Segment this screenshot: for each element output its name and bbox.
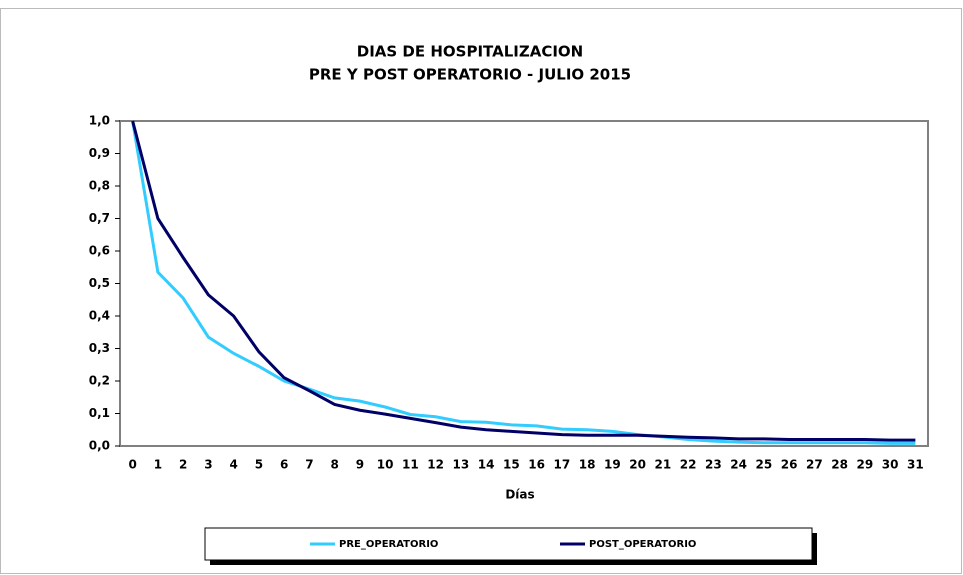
legend-label: PRE_OPERATORIO: [339, 539, 438, 550]
x-tick-label: 15: [503, 458, 520, 472]
x-tick-label: 10: [377, 458, 394, 472]
chart-subtitle: PRE Y POST OPERATORIO - JULIO 2015: [309, 66, 631, 84]
y-tick-label: 0,7: [89, 211, 110, 225]
x-tick-label: 0: [128, 458, 136, 472]
y-tick-label: 0,1: [89, 406, 110, 420]
x-tick-label: 18: [579, 458, 596, 472]
x-tick-label: 28: [831, 458, 848, 472]
x-tick-label: 1: [154, 458, 162, 472]
line-series: [131, 120, 916, 442]
y-tick-label: 0,8: [89, 179, 110, 193]
legend-label: POST_OPERATORIO: [589, 539, 696, 550]
x-tick-label: 13: [453, 458, 470, 472]
y-tick-label: 0,9: [89, 146, 110, 160]
x-tick-label: 3: [204, 458, 212, 472]
line-series: [131, 120, 916, 445]
x-tick-label: 7: [305, 458, 313, 472]
x-tick-label: 23: [705, 458, 722, 472]
y-tick-label: 0,6: [89, 244, 110, 258]
x-tick-label: 6: [280, 458, 288, 472]
x-tick-label: 11: [402, 458, 419, 472]
y-tick-label: 0,0: [89, 439, 110, 453]
x-tick-label: 8: [330, 458, 338, 472]
plot-area: [119, 120, 929, 447]
y-tick-label: 0,5: [89, 276, 110, 290]
x-tick-label: 24: [730, 458, 747, 472]
x-tick-label: 27: [806, 458, 823, 472]
x-tick-label: 9: [356, 458, 364, 472]
x-tick-label: 31: [907, 458, 924, 472]
x-tick-label: 26: [781, 458, 798, 472]
y-tick-label: 1,0: [89, 114, 110, 128]
y-tick-label: 0,3: [89, 341, 110, 355]
x-tick-label: 14: [478, 458, 495, 472]
x-tick-label: 25: [756, 458, 773, 472]
x-axis-label: Días: [505, 488, 534, 502]
x-tick-label: 12: [427, 458, 444, 472]
x-tick-label: 21: [655, 458, 672, 472]
x-tick-label: 2: [179, 458, 187, 472]
x-tick-label: 17: [554, 458, 571, 472]
x-tick-label: 16: [528, 458, 545, 472]
chart-title: DIAS DE HOSPITALIZACION: [357, 43, 583, 61]
y-tick-label: 0,4: [89, 309, 110, 323]
x-tick-label: 29: [857, 458, 874, 472]
x-tick-label: 20: [629, 458, 646, 472]
x-tick-label: 19: [604, 458, 621, 472]
y-tick-label: 0,2: [89, 374, 110, 388]
x-tick-label: 4: [229, 458, 237, 472]
x-tick-label: 5: [255, 458, 263, 472]
x-tick-label: 30: [882, 458, 899, 472]
x-tick-label: 22: [680, 458, 697, 472]
legend: [204, 527, 813, 561]
